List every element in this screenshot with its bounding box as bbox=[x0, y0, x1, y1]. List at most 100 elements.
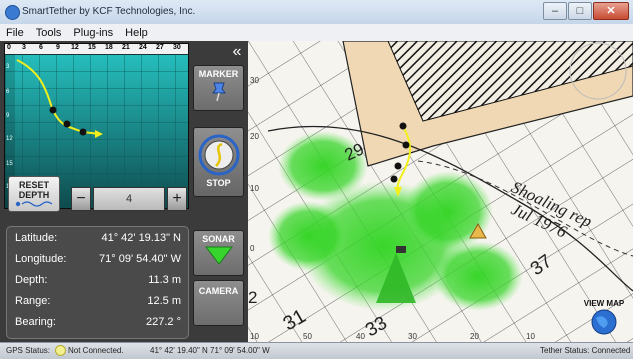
menu-bar: File Tools Plug-ins Help bbox=[0, 24, 633, 42]
camera-button[interactable]: CAMERA bbox=[193, 280, 244, 326]
reset-depth-button[interactable]: RESET DEPTH bbox=[8, 176, 60, 212]
sonar-coverage bbox=[268, 201, 348, 271]
compass-rose-icon bbox=[569, 42, 627, 100]
h-tick: 9 bbox=[56, 44, 60, 51]
tether-reel-icon bbox=[198, 134, 239, 176]
status-coordinates: 41° 42' 19.40" N 71° 09' 54.00" W bbox=[150, 346, 270, 355]
stop-label: STOP bbox=[206, 178, 231, 188]
menu-plugins[interactable]: Plug-ins bbox=[73, 26, 114, 39]
longitude-value: 71° 09' 54.40" W bbox=[99, 253, 181, 265]
axis-bottom-label: 20 bbox=[470, 332, 479, 341]
h-tick: 3 bbox=[22, 44, 26, 51]
sonar-button[interactable]: SONAR bbox=[193, 230, 244, 276]
stop-button[interactable]: STOP bbox=[193, 127, 244, 197]
app-icon bbox=[5, 5, 20, 20]
h-tick: 0 bbox=[7, 44, 11, 51]
chart-canvas: 29 37 31 33 2 Shoaling rep Jul 1976 30 2… bbox=[248, 41, 633, 342]
axis-left-label: 30 bbox=[250, 76, 259, 85]
depth-wave-icon bbox=[15, 201, 53, 207]
sonar-label: SONAR bbox=[202, 234, 235, 244]
gps-indicator-icon bbox=[55, 345, 66, 356]
view-map-button[interactable]: VIEW MAP bbox=[578, 299, 630, 339]
h-tick: 21 bbox=[122, 44, 130, 51]
h-tick: 6 bbox=[39, 44, 43, 51]
depth-contour bbox=[267, 125, 633, 292]
tether-line bbox=[396, 125, 412, 192]
sonar-cone-icon bbox=[204, 246, 233, 265]
view-map-label: VIEW MAP bbox=[583, 299, 625, 308]
minimize-button[interactable]: – bbox=[543, 2, 567, 20]
range-row: Range: 12.5 m bbox=[15, 295, 185, 313]
window-controls: – □ ✕ bbox=[542, 2, 629, 20]
axis-left-label: 10 bbox=[250, 184, 259, 193]
depth-row: Depth: 11.3 m bbox=[15, 274, 185, 292]
axis-bottom-label: 10 bbox=[250, 332, 259, 341]
gps-status-value: Not Connected. bbox=[68, 346, 124, 355]
tether-point bbox=[402, 141, 410, 149]
axis-bottom-label: 50 bbox=[303, 332, 312, 341]
depth-value: 11.3 m bbox=[148, 274, 181, 286]
depth-label: DEPTH bbox=[18, 190, 50, 200]
gps-status-label: GPS Status: bbox=[6, 346, 51, 355]
status-bar: GPS Status: Not Connected. 41° 42' 19.40… bbox=[0, 342, 633, 359]
nautical-chart-map[interactable]: 29 37 31 33 2 Shoaling rep Jul 1976 30 2… bbox=[248, 41, 633, 342]
v-tick: 12 bbox=[6, 136, 13, 142]
globe-icon bbox=[591, 309, 617, 335]
sonar-cone-icon bbox=[376, 253, 416, 303]
window-title: SmartTether by KCF Technologies, Inc. bbox=[22, 6, 196, 17]
bearing-value: 227.2 ° bbox=[146, 316, 181, 328]
sonar-coverage bbox=[433, 241, 523, 311]
menu-tools[interactable]: Tools bbox=[35, 26, 62, 39]
depth-stepper: − 4 + bbox=[71, 187, 187, 211]
tether-point bbox=[394, 162, 402, 170]
reset-label: RESET bbox=[18, 180, 49, 190]
axis-bottom-label: 30 bbox=[408, 332, 417, 341]
depth-label: Depth: bbox=[15, 274, 48, 286]
close-button[interactable]: ✕ bbox=[593, 2, 629, 20]
axis-bottom-label: 40 bbox=[356, 332, 365, 341]
track-point bbox=[79, 128, 87, 136]
latitude-row: Latitude: 41° 42' 19.13" N bbox=[15, 232, 185, 250]
axis-bottom-label: 10 bbox=[526, 332, 535, 341]
axis-left-label: 20 bbox=[250, 132, 259, 141]
h-tick: 18 bbox=[105, 44, 113, 51]
maximize-button[interactable]: □ bbox=[568, 2, 592, 20]
v-tick: 15 bbox=[6, 161, 13, 167]
h-tick: 27 bbox=[156, 44, 164, 51]
camera-label: CAMERA bbox=[198, 286, 239, 296]
range-label: Range: bbox=[15, 295, 51, 307]
pushpin-icon bbox=[211, 82, 226, 102]
heading-arrow-icon bbox=[95, 130, 103, 138]
bearing-label: Bearing: bbox=[15, 316, 56, 328]
heading-arrow-icon bbox=[394, 187, 402, 197]
tether-status: Tether Status: Connected bbox=[540, 346, 631, 355]
v-tick: 9 bbox=[6, 113, 10, 119]
left-panel: 0 3 6 9 12 15 18 21 24 27 30 bbox=[0, 41, 248, 342]
decrement-button[interactable]: − bbox=[71, 187, 91, 211]
marker-label: MARKER bbox=[198, 69, 239, 79]
menu-file[interactable]: File bbox=[6, 26, 24, 39]
h-tick: 24 bbox=[139, 44, 147, 51]
warning-marker-icon bbox=[469, 222, 487, 239]
range-value: 12.5 m bbox=[147, 295, 181, 307]
bearing-row: Bearing: 227.2 ° bbox=[15, 316, 185, 334]
v-tick: 3 bbox=[6, 64, 10, 70]
latitude-label: Latitude: bbox=[15, 232, 58, 244]
track-view[interactable]: 0 3 6 9 12 15 18 21 24 27 30 bbox=[4, 43, 189, 209]
sounding-2: 2 bbox=[248, 288, 257, 307]
h-tick: 12 bbox=[71, 44, 79, 51]
sonar-coverage bbox=[403, 171, 493, 251]
stepper-value[interactable]: 4 bbox=[93, 187, 165, 211]
latitude-value: 41° 42' 19.13" N bbox=[101, 232, 181, 244]
increment-button[interactable]: + bbox=[167, 187, 187, 211]
tether-point bbox=[390, 175, 398, 183]
sonar-coverage bbox=[278, 131, 368, 201]
tether-point bbox=[399, 122, 407, 130]
h-tick: 15 bbox=[88, 44, 96, 51]
axis-left-label: 0 bbox=[250, 244, 255, 253]
collapse-panel-button[interactable]: « bbox=[232, 43, 242, 60]
title-bar: SmartTether by KCF Technologies, Inc. – … bbox=[0, 0, 633, 25]
marker-button[interactable]: MARKER bbox=[193, 65, 244, 111]
track-point bbox=[63, 120, 71, 128]
menu-help[interactable]: Help bbox=[125, 26, 148, 39]
